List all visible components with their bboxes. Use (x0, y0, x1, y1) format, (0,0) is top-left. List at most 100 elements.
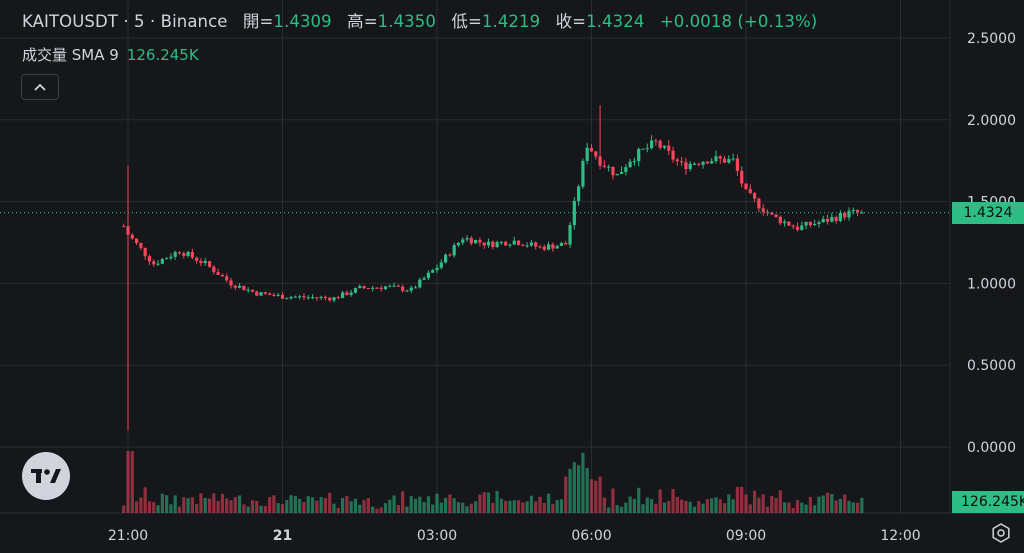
volume-bar (285, 500, 289, 513)
candle-body (435, 267, 439, 271)
volume-bar (667, 501, 671, 513)
volume-bar (581, 452, 585, 513)
candle-body (714, 156, 718, 162)
candle-body (379, 287, 383, 290)
volume-bar (714, 497, 718, 513)
candle-body (139, 243, 143, 248)
candle-body (607, 166, 611, 168)
volume-bar (328, 492, 332, 513)
gear-icon[interactable] (988, 520, 1014, 546)
volume-bar (825, 492, 830, 513)
candle-body (752, 193, 757, 199)
volume-bar (134, 501, 139, 513)
candle-body (564, 243, 568, 245)
candle-body (212, 266, 216, 273)
volume-bar (821, 495, 825, 513)
volume-bar (718, 499, 722, 513)
candle-body (615, 173, 619, 176)
candle-body (688, 163, 692, 170)
candle-body (233, 285, 237, 288)
volume-bar (465, 506, 469, 513)
volume-bar (564, 476, 568, 513)
candle-body (328, 297, 332, 301)
candle-body (757, 198, 761, 209)
candle-body (534, 242, 538, 247)
volume-bar (139, 497, 143, 513)
volume-bar (199, 493, 203, 513)
candle-body (422, 278, 426, 280)
candle-body (182, 253, 186, 256)
volume-bar (649, 499, 654, 513)
volume-bar (250, 500, 255, 513)
volume-bar (486, 492, 491, 513)
volume-bar (735, 486, 740, 513)
candle-body (504, 241, 508, 246)
volume-bar (589, 479, 594, 513)
volume-bar (770, 495, 774, 513)
candle-body (654, 140, 658, 142)
volume-bar (310, 497, 315, 513)
change-value: +0.0018 (+0.13%) (659, 12, 818, 31)
volume-bar (443, 497, 448, 513)
candle-body (529, 242, 534, 246)
volume-bar (834, 500, 838, 513)
volume-bar (744, 494, 748, 513)
volume-bar (851, 502, 855, 513)
candle-body (319, 296, 323, 298)
candle-body (667, 145, 671, 151)
volume-bar (641, 504, 645, 513)
volume-bars (122, 451, 864, 513)
candle-body (649, 140, 654, 149)
candle-body (594, 151, 598, 157)
volume-bar (508, 500, 512, 513)
volume-bar (516, 500, 521, 513)
volume-bar (637, 487, 641, 513)
candle-body (637, 148, 641, 162)
volume-bar (761, 494, 765, 513)
candle-body (199, 260, 203, 264)
candle-body (375, 287, 379, 289)
volume-bar (182, 497, 186, 513)
volume-bar (559, 499, 564, 513)
volume-bar (207, 498, 212, 513)
volume-bar (362, 499, 366, 513)
volume-bar (409, 496, 413, 513)
volume-bar (495, 490, 499, 513)
volume-bar (538, 496, 542, 513)
tradingview-logo-icon[interactable] (22, 452, 70, 500)
volume-bar (602, 497, 606, 513)
close-value: 1.4324 (586, 12, 645, 31)
volume-bar (504, 500, 508, 513)
volume-bar (727, 494, 731, 513)
volume-bar (722, 503, 727, 513)
volume-bar (628, 496, 632, 513)
candle-body (551, 244, 555, 249)
candle-body (242, 285, 246, 291)
candle-body (246, 289, 250, 291)
volume-bar (259, 505, 263, 513)
price-candles (122, 105, 864, 431)
volume-bar (233, 497, 237, 513)
candle-body (684, 162, 688, 170)
candle-body (512, 240, 516, 245)
collapse-legend-button[interactable] (21, 74, 59, 100)
volume-bar (478, 494, 482, 513)
close-label: 收= (555, 12, 587, 31)
volume-bar (272, 495, 276, 513)
candle-body (285, 298, 289, 300)
volume-bar (654, 503, 658, 513)
candle-body (645, 148, 649, 150)
price-tick-label: 2.0000 (967, 113, 1016, 129)
volume-bar (203, 498, 207, 513)
candle-body (165, 258, 169, 260)
volume-bar (263, 506, 267, 513)
candle-body (800, 225, 804, 230)
candle-body (443, 254, 448, 263)
volume-bar (632, 498, 637, 513)
last-price-tag: 1.4324 (952, 202, 1024, 224)
volume-bar (551, 503, 555, 513)
candle-body (177, 252, 182, 254)
candle-body (332, 297, 336, 301)
candle-body (525, 245, 529, 247)
